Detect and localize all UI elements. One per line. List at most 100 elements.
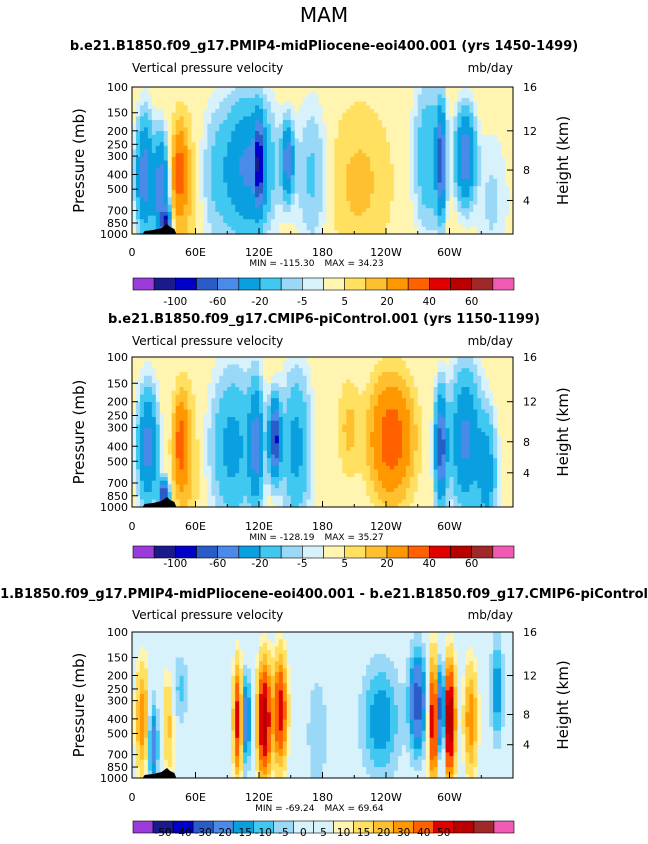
field-cell [330,387,336,392]
field-cell [306,200,312,206]
field-cell [167,116,173,121]
field-cell [147,134,153,140]
field-cell [132,360,137,366]
field-cell [183,398,189,403]
field-cell [389,149,395,154]
field-cell [326,127,332,132]
field-cell [342,101,347,106]
field-cell [354,120,359,125]
field-cell [401,193,407,198]
field-cell [282,193,288,198]
field-cell [191,230,197,235]
field-cell [239,153,244,158]
field-cell [199,171,205,176]
field-cell [330,208,336,213]
field-cell [425,101,431,106]
field-cell [183,394,189,399]
field-cell [429,387,435,392]
field-cell [278,387,284,392]
field-cell [310,109,316,114]
field-cell [433,164,439,169]
field-cell [203,156,209,162]
field-cell [139,189,145,195]
field-cell [322,364,328,369]
field-cell [247,394,252,399]
field-cell [326,109,332,114]
field-cell [270,164,276,169]
field-cell [453,171,459,176]
field-cell [493,372,498,377]
field-cell [393,94,399,99]
field-cell [350,193,355,198]
field-cell [509,193,514,198]
field-cell [437,87,443,92]
field-cell [330,186,336,191]
field-cell [441,186,447,191]
field-cell [441,383,447,388]
field-cell [294,105,300,110]
field-cell [255,372,260,377]
field-cell [247,131,252,136]
field-cell [147,116,153,121]
field-cell [358,127,363,132]
field-cell [132,226,137,231]
field-cell [290,383,296,388]
field-cell [167,123,173,129]
field-cell [437,211,443,217]
field-cell [449,101,455,106]
field-cell [247,215,252,220]
field-cell [405,360,411,366]
field-cell [393,182,399,187]
field-cell [163,156,169,162]
field-cell [382,116,387,121]
field-cell [132,101,137,106]
field-cell [334,204,339,209]
field-cell [358,204,363,209]
field-cell [294,145,300,151]
field-cell [346,149,351,154]
field-cell [322,193,328,198]
field-cell [465,222,470,228]
field-cell [270,87,276,92]
field-cell [314,87,320,92]
field-cell [211,175,216,180]
field-cell [461,164,466,169]
field-cell [294,360,300,366]
field-cell [397,153,403,158]
field-cell [425,364,431,369]
field-cell [457,222,463,228]
field-cell [334,120,339,125]
field-cell [203,219,209,224]
field-cell [485,149,490,154]
field-cell [243,178,248,184]
field-cell [159,387,165,392]
field-cell [437,175,443,180]
field-cell [358,360,363,366]
field-cell [175,204,181,209]
field-cell [294,160,300,165]
field-cell [259,390,264,396]
field-cell [425,105,431,110]
field-cell [401,127,407,132]
field-cell [358,193,363,198]
field-cell [215,208,220,213]
field-cell [294,193,300,198]
field-cell [318,222,324,228]
field-cell [346,193,351,198]
field-cell [461,364,466,369]
field-cell [497,204,502,209]
field-cell [322,215,328,220]
field-cell [473,219,478,224]
field-cell [270,387,276,392]
field-cell [179,109,185,114]
field-cell [207,394,212,399]
field-cell [306,145,312,151]
field-cell [401,156,407,162]
field-cell [203,149,209,154]
field-cell [310,171,316,176]
field-cell [235,383,240,388]
field-cell [386,387,391,392]
field-cell [175,193,181,198]
field-cell [338,364,343,369]
y-tick-label: 500 [107,183,128,196]
